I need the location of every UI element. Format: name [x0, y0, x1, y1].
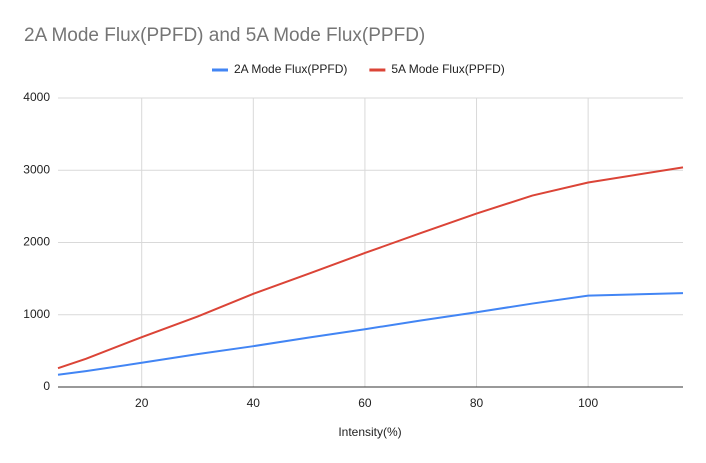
y-tick-label: 0 [43, 379, 50, 393]
y-tick-label: 1000 [23, 307, 50, 321]
x-axis-label: Intensity(%) [338, 425, 401, 439]
x-tick-label: 20 [135, 396, 149, 410]
data-line [57, 166, 684, 370]
x-tick-label: 80 [470, 396, 484, 410]
y-tick-label: 4000 [23, 90, 50, 104]
legend-label: 5A Mode Flux(PPFD) [391, 62, 504, 76]
y-tick-label: 2000 [23, 235, 50, 249]
data-line [57, 292, 684, 376]
x-tick-label: 60 [358, 396, 372, 410]
legend-label: 2A Mode Flux(PPFD) [234, 62, 347, 76]
y-tick-label: 3000 [23, 162, 50, 176]
chart-title: 2A Mode Flux(PPFD) and 5A Mode Flux(PPFD… [24, 25, 425, 46]
x-tick-label: 100 [578, 396, 598, 410]
x-tick-label: 40 [247, 396, 261, 410]
